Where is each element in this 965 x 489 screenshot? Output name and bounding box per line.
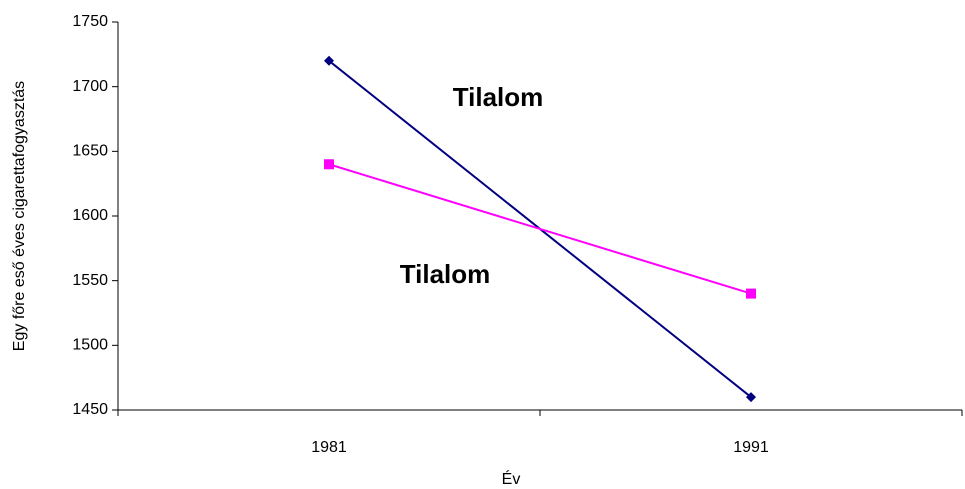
- y-tick-label: 1650: [72, 143, 108, 160]
- x-tick-label: 1991: [733, 439, 769, 456]
- y-tick-label: 1700: [72, 78, 108, 95]
- y-axis-label: Egy főre eső éves cigarettafogyasztás: [11, 81, 28, 351]
- marker: [324, 55, 334, 66]
- marker: [324, 159, 334, 170]
- annotation: Tilalom: [453, 82, 544, 112]
- y-tick-label: 1550: [72, 272, 108, 289]
- x-tick-label: 1981: [311, 439, 347, 456]
- x-axis-label: Év: [502, 469, 521, 488]
- series-line: [328, 163, 752, 295]
- y-tick-label: 1450: [72, 401, 108, 418]
- y-tick-label: 1750: [72, 13, 108, 30]
- annotation: Tilalom: [400, 259, 491, 289]
- y-tick-label: 1600: [72, 207, 108, 224]
- marker: [746, 392, 756, 403]
- y-tick-label: 1500: [72, 337, 108, 354]
- marker: [746, 288, 756, 299]
